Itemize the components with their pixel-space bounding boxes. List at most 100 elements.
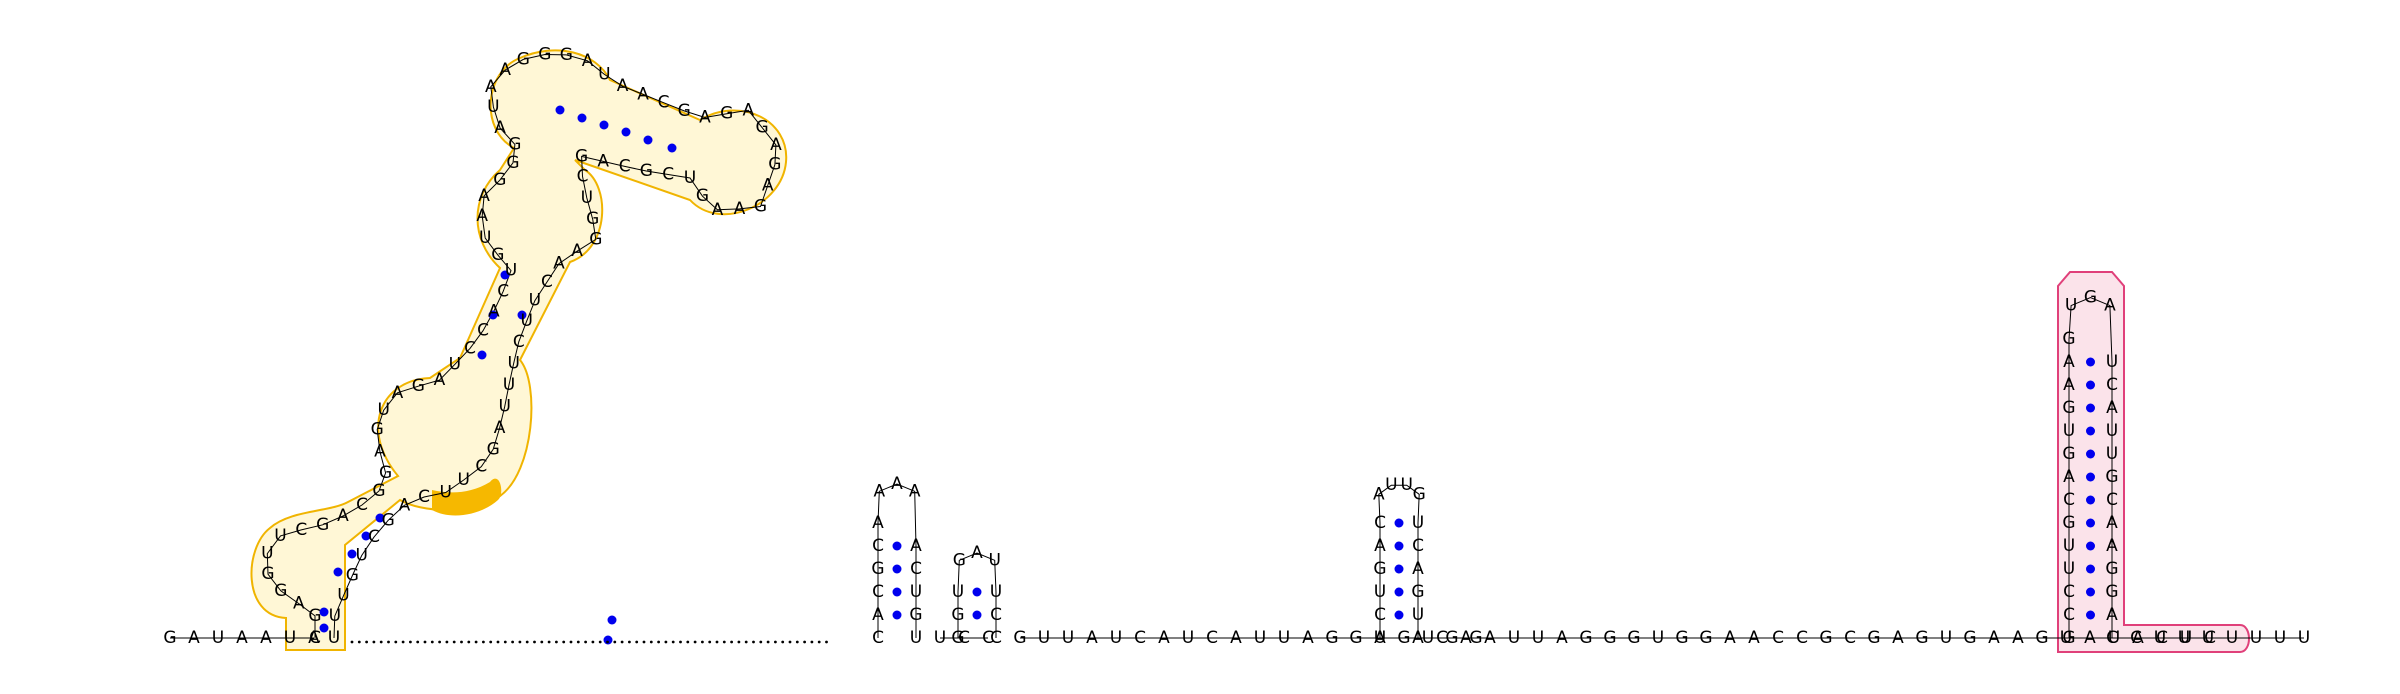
main-domain-nucleotide: G bbox=[371, 420, 384, 440]
hairpin-c-loop: A bbox=[1373, 484, 1385, 504]
base-pair-dot bbox=[2086, 587, 2095, 597]
main-domain-nucleotide: G bbox=[756, 118, 769, 138]
hairpin-c-backbone bbox=[1378, 484, 1420, 638]
hairpin-c-5p: A bbox=[1374, 536, 1386, 556]
unpaired-position-dot bbox=[701, 640, 704, 644]
main-domain-nucleotide: A bbox=[494, 418, 506, 438]
base-pair-layer bbox=[319, 105, 2095, 645]
unpaired-position-dot bbox=[752, 640, 755, 644]
yellow-blob bbox=[432, 478, 502, 516]
main-domain-nucleotide: A bbox=[374, 442, 386, 462]
main-domain-nucleotide: G bbox=[720, 104, 733, 124]
spacer-c: U bbox=[2108, 628, 2120, 648]
main-domain-nucleotide: G bbox=[517, 49, 530, 69]
main-domain-nucleotide: A bbox=[770, 135, 782, 155]
main-domain-nucleotide: G bbox=[261, 564, 274, 584]
main-domain-nucleotide: U bbox=[529, 291, 541, 311]
base-pair-dot bbox=[477, 350, 487, 360]
unpaired-position-dot bbox=[635, 640, 639, 644]
unpaired-position-dot bbox=[628, 640, 631, 644]
main-domain-nucleotide: A bbox=[494, 118, 506, 138]
spacer-b: U bbox=[1110, 628, 1122, 648]
unpaired-position-dot bbox=[503, 640, 507, 644]
base-pair-dot bbox=[1394, 541, 1404, 551]
unpaired-position-dot bbox=[825, 640, 828, 644]
main-domain-nucleotide: C bbox=[658, 93, 670, 113]
spacer-c: U bbox=[1532, 628, 1544, 648]
spacer-c: G bbox=[1603, 628, 1616, 648]
main-domain-nucleotide: U bbox=[503, 375, 515, 395]
hairpin-a-5p: G bbox=[871, 559, 884, 579]
unpaired-position-dot bbox=[766, 640, 770, 644]
backbone-layer bbox=[170, 53, 2304, 639]
main-domain-nucleotide: C bbox=[619, 156, 631, 176]
base-pair-dot bbox=[2086, 495, 2095, 505]
unpaired-position-dot bbox=[394, 640, 398, 644]
spacer-c: U bbox=[1940, 628, 1952, 648]
spacer-b: U bbox=[1062, 628, 1074, 648]
terminator-3p: A bbox=[2106, 513, 2118, 533]
hairpin-a-loop: A bbox=[909, 481, 921, 501]
main-domain-nucleotide: G bbox=[678, 101, 691, 121]
hairpin-a-3p: A bbox=[910, 536, 922, 556]
base-pair-dot bbox=[607, 615, 617, 625]
terminator-5p: G bbox=[2062, 398, 2075, 418]
spacer-c: A bbox=[2012, 628, 2024, 648]
main-domain-nucleotide: A bbox=[485, 77, 497, 97]
base-pair-dot bbox=[319, 623, 329, 633]
spacer-c: A bbox=[1748, 628, 1760, 648]
main-domain-nucleotide: A bbox=[734, 199, 746, 219]
terminator-highlight bbox=[2057, 271, 2250, 653]
main-domain-nucleotide: C bbox=[662, 165, 674, 185]
terminator-3p: A bbox=[2106, 605, 2118, 625]
unpaired-position-dot bbox=[810, 640, 814, 644]
base-pair-dot bbox=[2086, 357, 2095, 367]
unpaired-position-dot bbox=[715, 640, 719, 644]
base-pair-dot bbox=[1394, 564, 1404, 574]
hairpin-a-3p: G bbox=[909, 605, 922, 625]
hairpin-b-3p: U bbox=[990, 582, 1002, 602]
terminator-5p: G bbox=[2062, 628, 2075, 648]
main-domain-nucleotide: G bbox=[506, 153, 519, 173]
unpaired-position-dot bbox=[423, 640, 427, 644]
base-pair-dot bbox=[1394, 518, 1404, 528]
unpaired-position-dot bbox=[722, 640, 726, 644]
terminator-5p: U bbox=[2063, 421, 2075, 441]
spacer-c: G bbox=[1627, 628, 1640, 648]
hairpin-a-3p: U bbox=[910, 582, 922, 602]
terminator-loop: U bbox=[2065, 296, 2077, 316]
unpaired-position-dot bbox=[730, 640, 733, 644]
main-domain-nucleotide: A bbox=[571, 241, 583, 261]
unpaired-position-dot bbox=[606, 640, 609, 644]
spacer-c: A bbox=[1556, 628, 1568, 648]
unpaired-position-dot bbox=[547, 640, 551, 644]
spacer-b: A bbox=[1230, 628, 1242, 648]
main-domain-nucleotide: U bbox=[328, 628, 340, 648]
unpaired-position-dot bbox=[759, 640, 763, 644]
unpaired-position-dot bbox=[613, 640, 617, 644]
spacer-c: G bbox=[1915, 628, 1928, 648]
main-domain-nucleotide: A bbox=[712, 200, 724, 220]
main-domain-nucleotide: U bbox=[581, 188, 593, 208]
hairpin-c-5p: C bbox=[1374, 513, 1386, 533]
base-pair-dot bbox=[2086, 610, 2095, 620]
hairpin-a-5p: C bbox=[872, 536, 884, 556]
unpaired-position-dot bbox=[445, 640, 449, 644]
five-prime-tail: A bbox=[308, 628, 320, 648]
unpaired-position-dot bbox=[525, 640, 529, 644]
main-domain-nucleotide: U bbox=[377, 400, 389, 420]
terminator-backbone bbox=[2068, 296, 2113, 638]
unpaired-position-dot bbox=[365, 640, 368, 644]
three-prime-tail: U bbox=[2178, 628, 2190, 648]
base-pair-dot bbox=[347, 549, 357, 559]
terminator-5p: A bbox=[2063, 467, 2075, 487]
main-domain-nucleotide: C bbox=[477, 321, 489, 341]
main-domain-nucleotide: G bbox=[372, 481, 385, 501]
hairpin-a-5p: A bbox=[872, 605, 884, 625]
unpaired-position-dot bbox=[598, 640, 602, 644]
terminator-5p: C bbox=[2063, 582, 2075, 602]
five-prime-tail: A bbox=[236, 628, 248, 648]
terminator-3p: G bbox=[2105, 582, 2118, 602]
hairpin-a-5p: A bbox=[872, 513, 884, 533]
spacer-b: G bbox=[1469, 628, 1482, 648]
